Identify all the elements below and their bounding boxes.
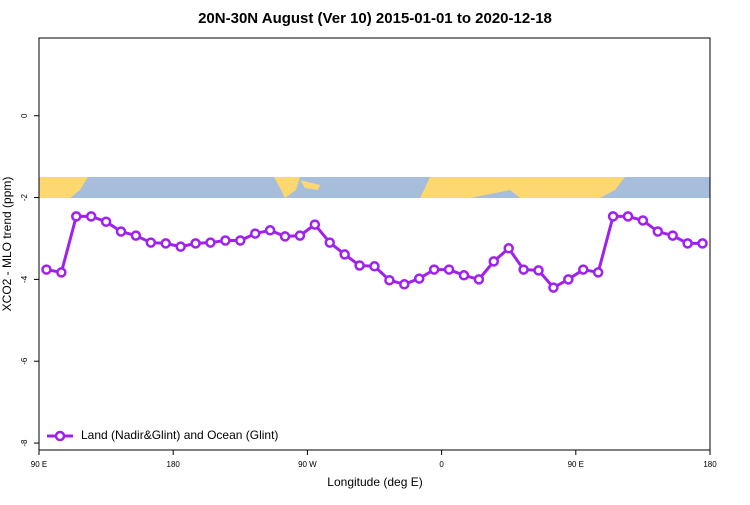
data-point xyxy=(324,237,336,248)
data-point xyxy=(249,228,261,239)
data-point xyxy=(85,211,97,222)
data-point xyxy=(145,237,157,248)
data-point xyxy=(41,264,52,275)
legend-label: Land (Nadir&Glint) and Ocean (Glint) xyxy=(81,428,278,442)
data-point xyxy=(309,219,321,230)
data-point xyxy=(190,238,201,249)
x-axis-label: Longitude (deg E) xyxy=(327,475,422,489)
data-point xyxy=(533,265,544,276)
data-point xyxy=(339,249,350,260)
data-point xyxy=(264,225,276,236)
data-point xyxy=(682,238,693,249)
y-tick-label: -6 xyxy=(20,357,29,365)
data-point xyxy=(369,261,380,272)
x-tick-label: 90 E xyxy=(31,460,47,469)
data-point xyxy=(354,260,365,271)
data-point xyxy=(563,274,574,285)
x-tick-label: 180 xyxy=(703,460,717,469)
x-tick-label: 180 xyxy=(167,460,181,469)
data-point xyxy=(548,282,559,293)
data-point xyxy=(205,237,216,248)
data-point xyxy=(160,238,171,249)
map-strip xyxy=(39,177,710,198)
data-point xyxy=(607,211,619,222)
y-tick-label: -2 xyxy=(20,193,29,201)
data-point xyxy=(130,230,142,241)
chart-title: 20N-30N August (Ver 10) 2015-01-01 to 20… xyxy=(198,10,552,27)
x-tick-label: 90 W xyxy=(298,460,317,469)
data-point xyxy=(667,230,678,241)
y-tick-label: 0 xyxy=(20,113,29,118)
y-tick-label: -4 xyxy=(20,275,29,283)
plot-frame xyxy=(38,37,711,451)
data-line xyxy=(46,214,703,290)
data-point xyxy=(578,264,589,275)
data-point xyxy=(697,238,708,249)
data-point xyxy=(652,226,664,237)
data-point xyxy=(458,270,470,281)
data-point xyxy=(175,241,186,252)
data-point xyxy=(473,274,485,285)
data-point xyxy=(622,211,634,222)
data-point xyxy=(518,264,529,275)
data-point xyxy=(592,267,604,278)
data-point xyxy=(503,243,514,254)
data-point xyxy=(294,230,306,241)
data-point xyxy=(384,274,395,286)
y-tick-label: -8 xyxy=(20,439,29,447)
data-point xyxy=(100,216,112,227)
data-point xyxy=(235,235,246,246)
data-point xyxy=(56,267,67,278)
data-point xyxy=(279,231,291,242)
data-point xyxy=(220,235,231,246)
data-point xyxy=(488,256,500,267)
data-point xyxy=(428,264,440,275)
y-axis-label: XCO2 - MLO trend (ppm) xyxy=(0,177,14,312)
legend-marker xyxy=(54,430,66,442)
data-point xyxy=(399,279,410,290)
data-point xyxy=(71,211,82,222)
data-point xyxy=(443,264,455,275)
x-tick-label: 0 xyxy=(439,460,444,469)
data-point xyxy=(637,215,649,226)
x-tick-label: 90 E xyxy=(568,460,584,469)
data-point xyxy=(413,273,425,284)
data-point xyxy=(115,226,127,237)
